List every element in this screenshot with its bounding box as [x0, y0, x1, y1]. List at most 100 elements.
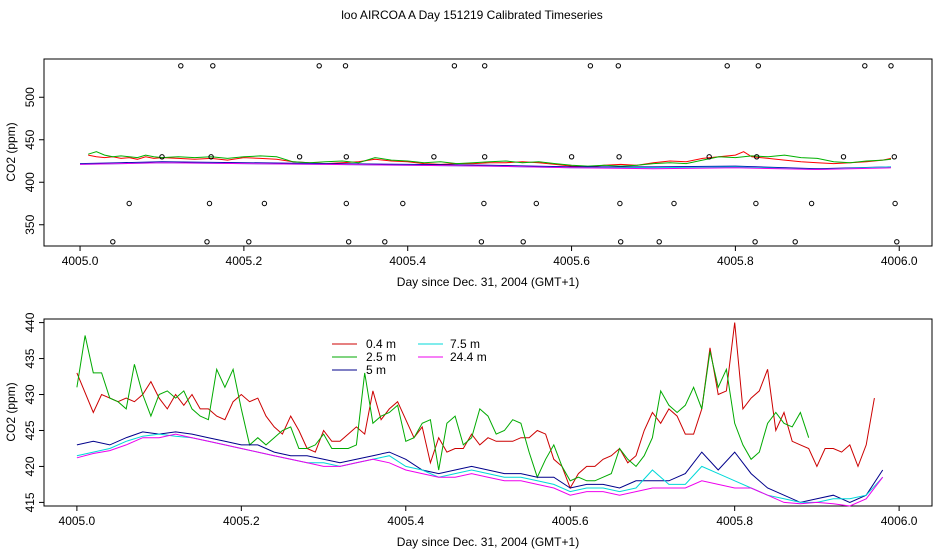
top-marker-point-40 — [382, 239, 388, 245]
top-marker-point-47 — [894, 239, 900, 245]
bottom-series-line-0 — [76, 322, 875, 490]
bottom-x-axis-label: Day since Dec. 31, 2004 (GMT+1) — [397, 535, 579, 549]
top-marker-point-6 — [587, 63, 594, 69]
bottom-y-tick-label-1: 420 — [23, 456, 37, 476]
top-marker-point-22 — [840, 154, 847, 160]
top-marker-point-29 — [481, 200, 487, 207]
top-marker-point-37 — [204, 239, 210, 245]
top-marker-point-36 — [110, 239, 116, 245]
top-x-axis-label: Day since Dec. 31, 2004 (GMT+1) — [397, 275, 579, 289]
top-marker-point-15 — [343, 154, 349, 160]
bottom-y-axis: 415 420 425 430 435 440 — [23, 312, 44, 512]
top-marker-point-7 — [615, 63, 621, 69]
top-y-tick-label-1: 400 — [23, 172, 37, 192]
top-series-line-2 — [79, 161, 892, 170]
figure-title: loo AIRCOA A Day 151219 Calibrated Times… — [341, 8, 602, 22]
bottom-series-line-2 — [76, 431, 884, 503]
top-marker-point-44 — [656, 239, 662, 245]
top-x-tick-label-0: 4005.0 — [62, 254, 99, 268]
bottom-y-tick-label-2: 425 — [23, 420, 37, 440]
bottom-x-tick-label-4: 4005.8 — [716, 514, 753, 528]
top-x-tick-label-1: 4005.2 — [226, 254, 263, 268]
bottom-series-line-1 — [76, 335, 810, 482]
top-marker-point-10 — [862, 63, 868, 69]
top-x-tick-label-4: 4005.8 — [717, 254, 754, 268]
top-plot-frame — [43, 58, 933, 247]
top-marker-point-5 — [482, 63, 488, 69]
legend-label-2: 5 m — [366, 363, 386, 377]
top-marker-point-33 — [753, 200, 759, 207]
top-y-axis: 350 400 450 500 — [23, 87, 44, 235]
top-marker-point-42 — [520, 239, 526, 245]
top-marker-point-16 — [431, 154, 437, 160]
top-marker-point-11 — [888, 63, 894, 69]
top-marker-point-8 — [724, 63, 730, 69]
top-x-tick-label-5: 4006.0 — [881, 254, 918, 268]
top-marker-point-30 — [533, 200, 539, 207]
top-marker-point-28 — [400, 200, 406, 207]
top-marker-point-27 — [343, 200, 349, 207]
top-series-line-0 — [88, 151, 892, 168]
top-marker-point-14 — [296, 154, 303, 160]
top-y-tick-label-0: 350 — [23, 214, 37, 234]
top-marker-point-32 — [671, 200, 677, 207]
top-marker-point-20 — [706, 154, 712, 160]
bottom-y-tick-label-0: 415 — [23, 492, 37, 512]
top-marker-point-9 — [755, 63, 761, 69]
bottom-x-tick-label-3: 4005.6 — [552, 514, 589, 528]
bottom-series-group — [76, 322, 884, 507]
top-x-axis: 4005.0 4005.2 4005.4 4005.6 4005.8 4006.0 — [62, 246, 918, 268]
top-marker-point-3 — [342, 63, 349, 69]
top-marker-point-2 — [316, 63, 322, 69]
top-marker-point-45 — [752, 239, 758, 245]
top-marker-point-41 — [478, 239, 485, 245]
top-marker-point-4 — [451, 63, 458, 69]
bottom-y-tick-label-5: 440 — [23, 312, 37, 332]
legend-label-1: 2.5 m — [366, 350, 396, 364]
bottom-x-tick-label-0: 4005.0 — [59, 514, 96, 528]
top-marker-point-1 — [210, 63, 216, 69]
top-marker-point-43 — [618, 239, 624, 245]
top-marker-point-24 — [126, 200, 132, 207]
bottom-y-tick-label-3: 430 — [23, 384, 37, 404]
bottom-x-axis: 4005.0 4005.2 4005.4 4005.6 4005.8 4006.0 — [59, 506, 918, 528]
top-series-line-1 — [88, 151, 892, 167]
top-marker-point-35 — [892, 200, 898, 207]
top-series-line-4 — [79, 162, 892, 171]
bottom-x-tick-label-1: 4005.2 — [223, 514, 260, 528]
top-marker-point-19 — [616, 154, 622, 160]
top-marker-point-12 — [159, 154, 165, 160]
legend-label-4: 24.4 m — [450, 350, 487, 364]
top-marker-point-38 — [246, 239, 252, 245]
top-panel: 4005.0 4005.2 4005.4 4005.6 4005.8 4006.0 350… — [4, 58, 933, 289]
top-x-tick-label-2: 4005.4 — [389, 254, 426, 268]
top-marker-point-25 — [206, 200, 213, 207]
top-marker-point-17 — [482, 154, 488, 160]
top-marker-point-34 — [808, 200, 815, 207]
bottom-series-line-4 — [76, 433, 884, 507]
top-series-group — [79, 151, 892, 171]
bottom-y-axis-label: CO2 (ppm) — [4, 382, 18, 441]
bottom-plot-frame — [43, 318, 933, 507]
legend: 0.4 m 2.5 m 5 m 7.5 m 24.4 m — [332, 337, 487, 377]
top-marker-point-26 — [261, 200, 268, 207]
bottom-panel: 4005.0 4005.2 4005.4 4005.6 4005.8 4006.0 415… — [4, 312, 933, 549]
legend-label-3: 7.5 m — [450, 337, 480, 351]
bottom-x-tick-label-5: 4006.0 — [881, 514, 918, 528]
top-y-tick-label-2: 450 — [23, 129, 37, 149]
top-marker-point-31 — [617, 200, 623, 207]
bottom-x-tick-label-2: 4005.4 — [387, 514, 424, 528]
top-y-tick-label-3: 500 — [23, 87, 37, 107]
bottom-y-tick-label-4: 435 — [23, 348, 37, 368]
top-marker-point-39 — [346, 239, 352, 245]
legend-label-0: 0.4 m — [366, 337, 396, 351]
top-marker-point-13 — [208, 154, 214, 160]
top-marker-point-23 — [891, 154, 897, 160]
top-marker-point-46 — [792, 239, 798, 245]
top-y-axis-label: CO2 (ppm) — [4, 122, 18, 181]
top-marker-point-18 — [568, 154, 575, 160]
top-x-tick-label-3: 4005.6 — [553, 254, 590, 268]
top-marker-point-21 — [754, 154, 760, 160]
top-marker-point-0 — [178, 63, 184, 69]
